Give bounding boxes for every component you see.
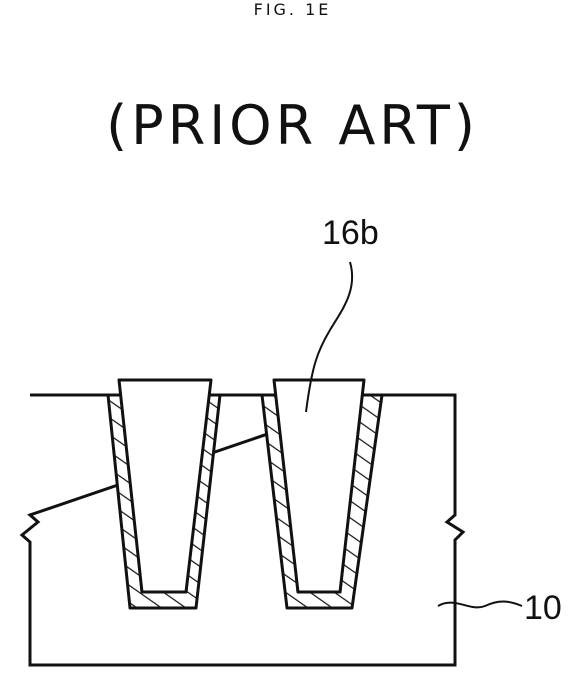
fill-label: 16b — [322, 214, 379, 252]
substrate-label: 10 — [524, 589, 562, 627]
substrate-leader-line — [438, 602, 522, 608]
substrate-outline — [22, 395, 463, 665]
